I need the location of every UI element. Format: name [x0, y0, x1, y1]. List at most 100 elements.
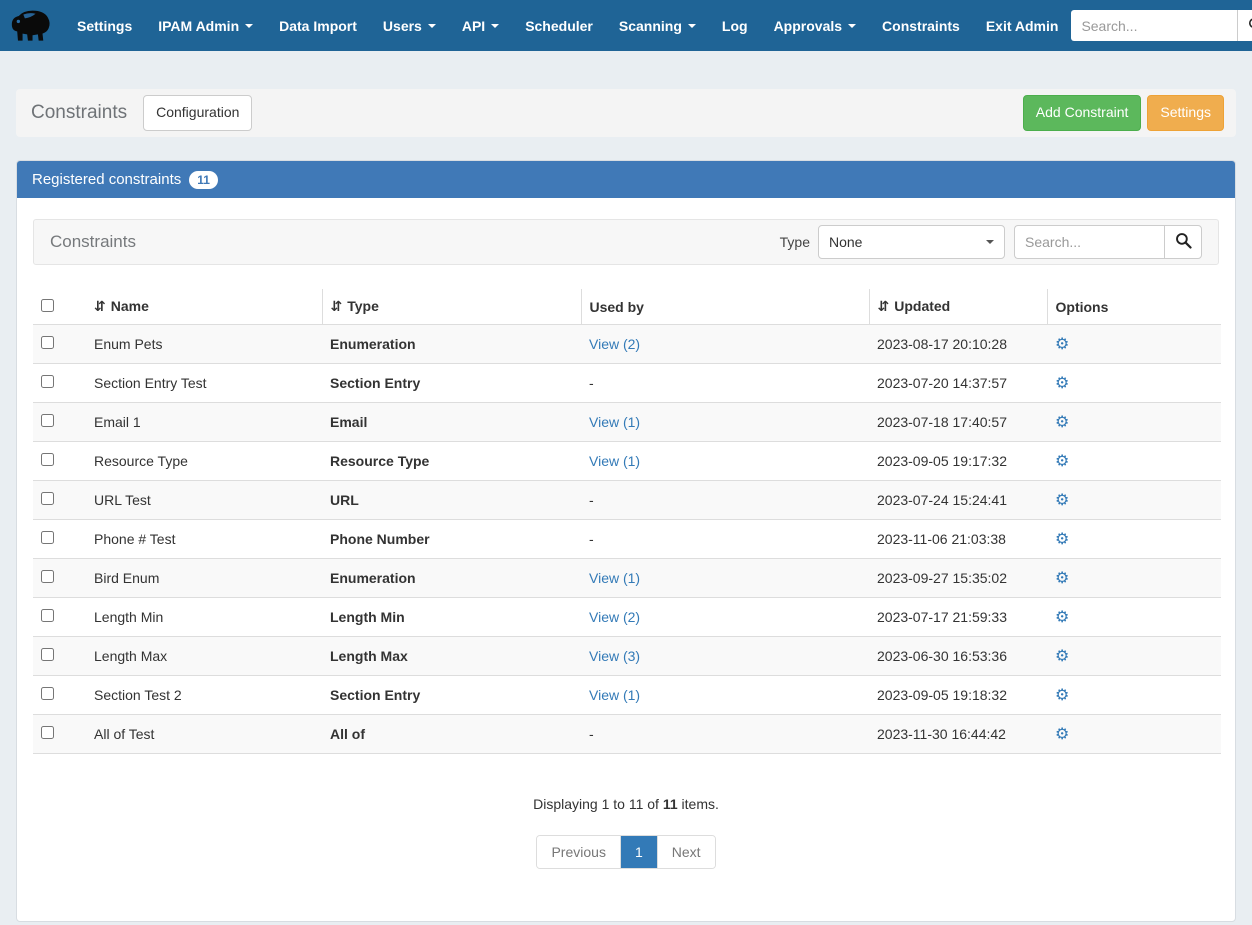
nav-item-constraints[interactable]: Constraints — [882, 17, 960, 34]
constraint-type: All of — [322, 714, 581, 754]
navbar-search-button[interactable] — [1237, 10, 1252, 41]
column-header-updated[interactable]: ⇵ Updated — [868, 289, 1047, 325]
nav-item-settings[interactable]: Settings — [77, 17, 133, 34]
items-total: 11 — [662, 796, 678, 812]
table-search-input[interactable] — [1014, 225, 1164, 259]
table-row: Length Min Length Min View (2) 2023-07-17 2… — [33, 597, 1221, 637]
magnifier-icon — [1175, 232, 1192, 252]
gear-icon[interactable]: ⚙ — [1055, 529, 1070, 548]
constraint-name: Resource Type — [86, 441, 322, 481]
row-checkbox[interactable] — [41, 687, 54, 700]
nav-item-ipam-admin[interactable]: IPAM Admin — [145, 0, 266, 51]
nav-item-scheduler[interactable]: Scheduler — [525, 17, 593, 34]
row-checkbox[interactable] — [41, 336, 54, 349]
row-checkbox[interactable] — [41, 414, 54, 427]
row-checkbox[interactable] — [41, 492, 54, 505]
gear-icon[interactable]: ⚙ — [1055, 685, 1070, 704]
table-summary: Displaying 1 to 11 of 11 items. — [533, 796, 719, 812]
used-by-view-link[interactable]: View (2) — [589, 336, 641, 352]
table-row: Bird Enum Enumeration View (1) 2023-09-27 1… — [33, 558, 1221, 598]
chevron-down-icon — [986, 240, 994, 244]
updated-timestamp: 2023-07-18 17:40:57 — [869, 402, 1047, 442]
gear-icon[interactable]: ⚙ — [1055, 490, 1070, 509]
row-checkbox[interactable] — [41, 726, 54, 739]
type-filter-label: Type — [779, 234, 810, 250]
pagination-previous[interactable]: Previous — [537, 836, 620, 868]
pagination-next[interactable]: Next — [657, 836, 715, 868]
constraint-type: Section Entry — [322, 363, 581, 403]
column-header-options: Options — [1046, 289, 1221, 325]
type-filter-select[interactable]: None — [818, 225, 1005, 259]
constraint-type: Enumeration — [322, 558, 581, 598]
nav-item-approvals[interactable]: Approvals — [761, 0, 869, 51]
row-checkbox[interactable] — [41, 570, 54, 583]
constraint-type: Length Max — [322, 636, 581, 676]
updated-timestamp: 2023-07-17 21:59:33 — [869, 597, 1047, 637]
gear-icon[interactable]: ⚙ — [1055, 607, 1070, 626]
sort-icon[interactable]: ⇵ — [877, 299, 890, 315]
configuration-button[interactable]: Configuration — [143, 95, 253, 131]
row-checkbox[interactable] — [41, 453, 54, 466]
sort-icon[interactable]: ⇵ — [94, 299, 106, 315]
row-checkbox[interactable] — [41, 375, 54, 388]
pagination-page-1[interactable]: 1 — [620, 836, 657, 868]
gear-icon[interactable]: ⚙ — [1055, 568, 1070, 587]
updated-timestamp: 2023-07-20 14:37:57 — [869, 363, 1047, 403]
table-row: Resource Type Resource Type View (1) 2023-0… — [33, 441, 1221, 481]
constraint-count-badge: 11 — [189, 170, 218, 189]
gear-icon[interactable]: ⚙ — [1055, 334, 1070, 353]
table-toolbar: Constraints Type None — [33, 219, 1219, 265]
nav-item-users[interactable]: Users — [370, 0, 449, 51]
constraint-name: All of Test — [86, 714, 322, 754]
column-header-used-by: Used by — [580, 289, 869, 325]
row-checkbox[interactable] — [41, 609, 54, 622]
add-constraint-button[interactable]: Add Constraint — [1022, 95, 1142, 131]
used-by-view-link[interactable]: View (3) — [589, 648, 641, 664]
pagination: Previous 1 Next — [33, 835, 1219, 869]
gear-icon[interactable]: ⚙ — [1055, 412, 1070, 431]
used-by-empty: - — [581, 714, 869, 754]
sort-icon[interactable]: ⇵ — [330, 299, 343, 315]
constraint-type: Section Entry — [322, 675, 581, 715]
page-header: Constraints Configuration Add Constraint… — [16, 89, 1236, 137]
chevron-down-icon — [491, 23, 500, 28]
updated-timestamp: 2023-07-24 15:24:41 — [869, 480, 1047, 520]
used-by-view-link[interactable]: View (1) — [589, 453, 641, 469]
navbar-search-group — [1071, 10, 1252, 41]
constraint-type: Length Min — [322, 597, 581, 637]
gear-icon[interactable]: ⚙ — [1055, 451, 1070, 470]
table-search-button[interactable] — [1164, 225, 1202, 259]
constraint-name: Length Min — [86, 597, 322, 637]
row-checkbox[interactable] — [41, 648, 54, 661]
table-row: All of Test All of -2023-11-30 16:44:42 ⚙ — [33, 714, 1221, 754]
nav-item-data-import[interactable]: Data Import — [279, 17, 357, 34]
mammoth-logo[interactable] — [8, 4, 54, 48]
column-header-name[interactable]: ⇵ Name — [86, 289, 322, 325]
updated-timestamp: 2023-11-30 16:44:42 — [869, 714, 1047, 754]
used-by-view-link[interactable]: View (1) — [589, 414, 641, 430]
table-row: Section Entry Test Section Entry -2023-07-… — [33, 363, 1221, 403]
nav-item-api[interactable]: API — [449, 0, 512, 51]
chevron-down-icon — [245, 23, 254, 28]
used-by-empty: - — [581, 519, 869, 559]
used-by-view-link[interactable]: View (2) — [589, 609, 641, 625]
used-by-view-link[interactable]: View (1) — [589, 570, 641, 586]
gear-icon[interactable]: ⚙ — [1055, 373, 1070, 392]
nav-item-log[interactable]: Log — [721, 17, 748, 34]
column-header-type[interactable]: ⇵ Type — [321, 289, 581, 325]
updated-timestamp: 2023-09-27 15:35:02 — [869, 558, 1047, 598]
used-by-view-link[interactable]: View (1) — [589, 687, 641, 703]
gear-icon[interactable]: ⚙ — [1055, 646, 1070, 665]
nav-item-exit-admin[interactable]: Exit Admin — [985, 17, 1059, 34]
gear-icon[interactable]: ⚙ — [1055, 724, 1070, 743]
updated-timestamp: 2023-11-06 21:03:38 — [869, 519, 1047, 559]
constraint-name: Email 1 — [86, 402, 322, 442]
settings-button[interactable]: Settings — [1147, 95, 1224, 131]
row-checkbox[interactable] — [41, 531, 54, 544]
nav-menu: Settings IPAM Admin Data Import Users API Sch… — [64, 0, 1071, 51]
chevron-down-icon — [427, 23, 436, 28]
select-all-checkbox[interactable] — [41, 298, 54, 312]
navbar-search-input[interactable] — [1071, 10, 1238, 41]
nav-item-scanning[interactable]: Scanning — [606, 0, 709, 51]
constraints-table: ⇵ Name ⇵ Type Used by ⇵ Updated Options Enum Pe… — [33, 289, 1221, 754]
